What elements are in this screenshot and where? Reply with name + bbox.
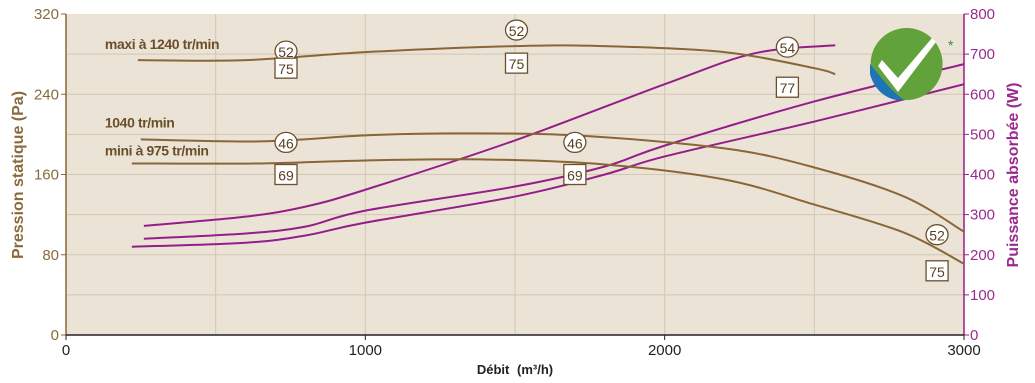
y-left-tick-label: 80: [42, 247, 59, 264]
power-series-lines: [131, 44, 964, 248]
logo-white-check: [878, 38, 936, 92]
x-tick-label: 1000: [349, 342, 382, 359]
x-axis-title-unit: (m³/h): [517, 362, 553, 377]
badge-value: 75: [278, 61, 294, 77]
y-right-tick-label: 0: [970, 327, 978, 344]
logo-blue-swoosh: [870, 64, 904, 101]
sound-power-badge: 52: [504, 19, 529, 41]
sound-power-badge: 54: [775, 36, 800, 58]
badge-circle: [925, 224, 949, 246]
sound-pressure-badge: 69: [563, 163, 587, 186]
badge-square: [274, 163, 298, 186]
sound-power-badge: 46: [274, 131, 298, 154]
badge-value: 75: [509, 56, 525, 72]
sound-power-badge: 52: [925, 224, 949, 246]
x-tick-label: 3000: [947, 342, 980, 359]
badge-value: 75: [929, 264, 945, 280]
badge-circle: [274, 131, 298, 154]
y-right-tick-label: 500: [970, 126, 995, 143]
power-series-line: [143, 44, 836, 227]
badge-value: 54: [780, 40, 796, 56]
badge-square: [775, 76, 800, 98]
y-axis-left-ticks: 0 80 160 240 320: [34, 6, 66, 344]
power-series-line: [143, 63, 964, 240]
y-axis-right-title: Puissance absorbée (W): [1005, 83, 1022, 268]
sound-pressure-badge: 77: [775, 76, 800, 98]
y-left-tick-label: 0: [51, 327, 59, 344]
y-right-tick-label: 400: [970, 167, 995, 184]
badge-value: 69: [567, 168, 583, 184]
badge-square: [274, 57, 298, 79]
y-right-tick-label: 200: [970, 247, 995, 264]
sound-pressure-badge: 75: [274, 57, 298, 79]
y-left-tick-label: 320: [34, 6, 59, 23]
x-axis-title-main: Débit: [477, 362, 510, 377]
y-right-tick-label: 300: [970, 207, 995, 224]
y-right-tick-label: 700: [970, 46, 995, 63]
y-right-tick-label: 600: [970, 86, 995, 103]
badge-circle: [504, 19, 529, 41]
badge-square: [563, 163, 587, 186]
x-tick-label: 0: [62, 342, 70, 359]
x-axis-title: Débit (m³/h): [477, 362, 553, 377]
pressure-series-line: [131, 158, 964, 265]
badge-square: [504, 52, 529, 74]
y-left-tick-label: 160: [34, 167, 59, 184]
checkmark-certification-logo: *: [870, 27, 954, 101]
badge-value: 52: [929, 228, 945, 244]
badge-value: 77: [780, 80, 796, 96]
y-left-tick-label: 240: [34, 86, 59, 103]
sound-pressure-badge: 69: [274, 163, 298, 186]
speed-label: maxi à 1240 tr/min: [105, 36, 219, 52]
pressure-series-line: [137, 44, 836, 76]
badge-circle: [563, 131, 587, 154]
badge-value: 52: [509, 23, 525, 39]
power-series-line: [131, 83, 964, 248]
badge-square: [925, 260, 949, 282]
badge-value: 52: [278, 44, 294, 60]
speed-labels: maxi à 1240 tr/min 1040 tr/min mini à 975 …: [105, 36, 220, 158]
sound-power-badge: 52: [274, 40, 298, 62]
sound-pressure-badge: 75: [504, 52, 529, 74]
y-right-tick-label: 100: [970, 287, 995, 304]
speed-label: mini à 975 tr/min: [105, 142, 209, 158]
y-axis-right-ticks: 0 100 200 300 400 500 600 700 800: [964, 6, 995, 344]
badge-value: 69: [278, 168, 294, 184]
logo-green-disc: [870, 27, 943, 100]
badge-value: 46: [567, 135, 583, 151]
y-axis-left-title: Pression statique (Pa): [10, 91, 27, 259]
badge-circle: [775, 36, 800, 58]
badge-value: 46: [278, 135, 294, 151]
sound-pressure-badge: 75: [925, 260, 949, 282]
speed-label: 1040 tr/min: [105, 114, 175, 130]
x-tick-label: 2000: [648, 342, 681, 359]
y-right-tick-label: 800: [970, 6, 995, 23]
logo-asterisk: *: [948, 37, 954, 53]
x-axis-ticks: 0 1000 2000 3000: [62, 335, 981, 359]
sound-power-badge: 46: [563, 131, 587, 154]
